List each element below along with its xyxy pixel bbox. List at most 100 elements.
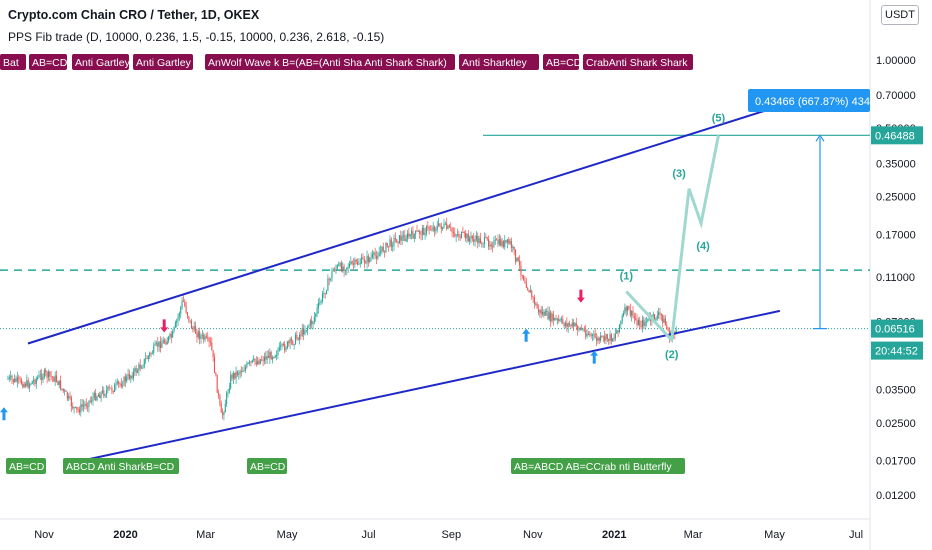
candle-body: [132, 371, 135, 378]
time-tick-label: 2021: [602, 529, 626, 541]
candle-body: [456, 234, 459, 236]
candle-body: [84, 403, 86, 406]
candle-body: [303, 328, 305, 335]
candle-body: [382, 246, 384, 252]
candle-body: [471, 235, 473, 239]
price-tick-label: 0.35000: [876, 158, 916, 170]
candle-body: [458, 234, 460, 237]
candle-body: [186, 312, 189, 317]
candle-body: [136, 370, 139, 373]
candle-body: [60, 380, 62, 390]
candle-body: [211, 342, 213, 351]
candle-body: [76, 406, 78, 410]
candle-body: [466, 234, 468, 239]
candle-body: [582, 329, 584, 331]
candle-body: [289, 338, 291, 344]
candle-body: [262, 360, 264, 362]
candle-body: [292, 341, 294, 345]
pattern-tag-top-label: AB=CD: [546, 57, 582, 69]
pattern-tag-bottom: [247, 458, 287, 474]
candle-body: [69, 396, 71, 398]
candle-body: [240, 371, 243, 373]
candle-body: [88, 400, 90, 407]
candle-body: [51, 376, 54, 378]
candle-body: [107, 386, 109, 391]
candle-body: [440, 226, 442, 230]
candle-body: [26, 380, 28, 387]
candles: [7, 217, 677, 421]
candle-body: [284, 344, 286, 351]
candle-body: [610, 334, 612, 342]
candle-body: [493, 240, 495, 247]
candle-body: [259, 359, 261, 364]
candle-body: [552, 313, 554, 321]
candle-body: [101, 390, 103, 393]
measure-label: 0.43466 (667.87%) 434: [755, 96, 870, 108]
candle-body: [490, 244, 492, 247]
candle-body: [483, 237, 486, 244]
candle-body: [297, 337, 299, 340]
candle-body: [600, 335, 602, 341]
candle-body: [512, 246, 514, 249]
candle-body: [658, 312, 660, 316]
target-price-badge: [871, 126, 923, 145]
pattern-tag-top-label: Bat: [3, 57, 19, 69]
candle-body: [169, 334, 171, 337]
candle-body: [586, 333, 588, 337]
candle-body: [108, 386, 110, 388]
candle-body: [189, 320, 191, 322]
pattern-tag-top: [583, 54, 693, 70]
candle-body: [402, 235, 405, 237]
candle-body: [477, 235, 479, 244]
candle-body: [667, 328, 669, 331]
candle-body: [556, 319, 558, 320]
candle-body: [288, 341, 290, 344]
candle-body: [54, 375, 56, 382]
price-axis[interactable]: 1.000000.700000.500000.350000.250000.170…: [876, 55, 916, 502]
candle-body: [130, 375, 132, 379]
candle-body: [473, 238, 475, 242]
price-tick-label: 0.03500: [876, 385, 916, 397]
candle-body: [122, 385, 124, 387]
candle-body: [446, 223, 448, 229]
candle-body: [234, 372, 236, 379]
candle-body: [142, 366, 144, 368]
candle-body: [598, 337, 600, 341]
candle-body: [305, 330, 307, 331]
candle-body: [35, 378, 37, 384]
candle-body: [516, 257, 518, 262]
candle-body: [409, 234, 411, 237]
time-axis[interactable]: Nov 2020 Mar May Jul Sep Nov 2021 Mar May Jul: [34, 529, 863, 541]
wave-label: (1): [620, 271, 634, 283]
candle-body: [405, 238, 407, 241]
currency-button[interactable]: USDT: [881, 5, 919, 25]
measure-tool[interactable]: 0.43466 (667.87%) 434: [748, 89, 870, 330]
candle-body: [375, 255, 378, 259]
indicator-legend[interactable]: PPS Fib trade (D, 10000, 0.236, 1.5, -0.…: [8, 30, 385, 44]
candle-body: [460, 231, 463, 238]
candle-body: [163, 340, 166, 343]
candle-body: [216, 374, 218, 393]
candle-body: [8, 377, 10, 379]
candle-body: [223, 412, 225, 416]
candle-body: [19, 378, 21, 380]
candle-body: [37, 377, 39, 379]
candle-body: [425, 226, 427, 234]
price-tick-label: 0.11000: [876, 272, 915, 284]
trendlines[interactable]: [27, 102, 787, 463]
candle-body: [482, 243, 484, 245]
candle-body: [93, 392, 95, 398]
candle-body: [325, 290, 328, 294]
candle-body: [590, 334, 592, 336]
candle-body: [400, 235, 402, 241]
candle-body: [560, 319, 562, 320]
candle-body: [447, 225, 449, 229]
candle-body: [57, 381, 59, 386]
elliott-wave-projection[interactable]: [625, 135, 720, 344]
candle-body: [429, 229, 432, 231]
candle-body: [664, 318, 666, 326]
candle-body: [568, 323, 571, 325]
candle-body: [558, 319, 560, 321]
candle-body: [251, 359, 253, 363]
